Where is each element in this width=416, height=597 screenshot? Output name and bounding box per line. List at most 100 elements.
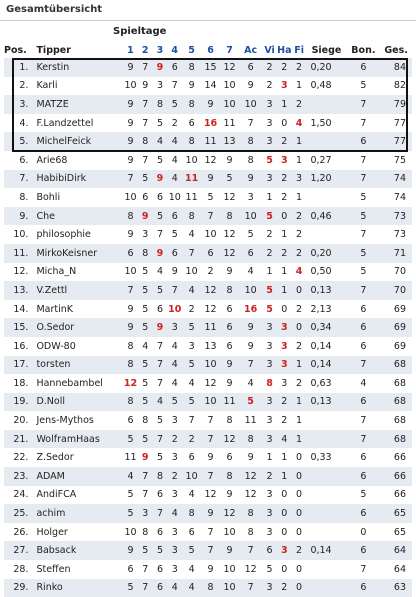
row-game-score: 6 <box>262 541 277 561</box>
row-game-score: 2 <box>291 95 307 114</box>
row-game-score: 2 <box>291 374 307 393</box>
row-tipper-name: ADAM <box>32 467 124 486</box>
row-game-score: 8 <box>123 355 138 375</box>
row-total: 68 <box>380 392 412 412</box>
row-game-score: 9 <box>220 150 240 170</box>
row-game-score: 2 <box>262 76 277 96</box>
row-game-score: 6 <box>182 113 202 133</box>
row-game-score: 6 <box>182 522 202 542</box>
row-game-score: 4 <box>137 336 153 356</box>
row-game-score: 3 <box>262 355 277 375</box>
row-game-score: 8 <box>182 132 202 151</box>
row-game-score: 3 <box>262 169 277 189</box>
row-game-score: 10 <box>167 299 183 319</box>
row-siege: 0,20 <box>306 243 347 263</box>
row-game-score: 6 <box>220 299 240 319</box>
row-total: 64 <box>380 560 412 579</box>
row-game-score: 12 <box>220 58 240 77</box>
row-bonus: 7 <box>346 429 381 449</box>
row-game-score: 7 <box>182 411 202 430</box>
row-game-score: 4 <box>167 132 183 151</box>
row-bonus: 7 <box>346 95 381 114</box>
row-bonus: 6 <box>346 318 381 337</box>
row-game-score: 8 <box>137 411 153 430</box>
row-game-score: 0 <box>291 448 307 468</box>
row-siege: 2,13 <box>306 299 347 319</box>
row-game-score: 11 <box>220 392 240 412</box>
row-game-score: 11 <box>182 188 202 207</box>
row-game-score: 10 <box>220 578 240 597</box>
row-bonus: 6 <box>346 504 381 523</box>
row-game-score: 3 <box>276 76 292 96</box>
row-position: 23. <box>4 467 33 486</box>
row-bonus: 7 <box>346 225 381 244</box>
row-game-score: 7 <box>137 467 153 486</box>
col-header-ac: Ac <box>244 44 258 56</box>
row-game-score: 7 <box>152 355 168 375</box>
row-game-score: 13 <box>201 336 221 356</box>
row-game-score: 1 <box>291 150 307 170</box>
row-total: 73 <box>380 206 412 226</box>
row-position: 2. <box>4 76 33 96</box>
row-bonus: 7 <box>346 560 381 579</box>
row-total: 73 <box>380 225 412 244</box>
row-game-score: 8 <box>220 281 240 300</box>
row-game-score: 5 <box>152 206 168 226</box>
row-game-score: 3 <box>182 336 202 356</box>
row-game-score: 9 <box>123 132 138 151</box>
row-game-score: 5 <box>152 411 168 430</box>
table-body: 1. Kerstin 9 7 9 6 8 15 12 6 2 2 2 0,20 6 84 2. Karli 10 9 3… <box>4 58 412 597</box>
row-game-score: 2 <box>262 225 277 244</box>
row-game-score: 7 <box>137 95 153 114</box>
row-bonus: 5 <box>346 485 381 505</box>
row-total: 70 <box>380 281 412 300</box>
row-game-score: 9 <box>123 150 138 170</box>
row-position: 1. <box>4 58 33 77</box>
col-header-tipper: Tipper <box>36 44 71 56</box>
row-bonus: 7 <box>346 281 381 300</box>
row-game-score: 8 <box>220 411 240 430</box>
row-game-score: 5 <box>220 169 240 189</box>
row-position: 5. <box>4 132 33 151</box>
row-position: 13. <box>4 281 33 300</box>
row-game-score: 7 <box>152 374 168 393</box>
row-game-score: 5 <box>137 541 153 561</box>
row-tipper-name: Bohli <box>32 188 124 207</box>
row-game-score: 2 <box>291 336 307 356</box>
row-game-score: 9 <box>201 95 221 114</box>
row-game-score: 3 <box>167 541 183 561</box>
row-game-score: 11 <box>220 113 240 133</box>
row-siege <box>306 132 347 151</box>
row-game-score: 0 <box>276 299 292 319</box>
row-game-score: 7 <box>137 113 153 133</box>
row-total: 79 <box>380 95 412 114</box>
row-position: 24. <box>4 485 33 505</box>
row-position: 21. <box>4 429 33 449</box>
row-game-score: 8 <box>262 374 277 393</box>
row-game-score: 4 <box>291 262 307 282</box>
table-header-row: Pos. Tipper 1 2 3 4 5 6 7 Ac Vi Ha Fi Si… <box>4 42 412 58</box>
row-bonus: 6 <box>346 58 381 77</box>
row-game-score: 0 <box>291 560 307 579</box>
row-game-score: 9 <box>239 336 263 356</box>
row-game-score: 5 <box>123 485 138 505</box>
table-row: 17. torsten 8 5 7 4 5 10 9 7 3 3 1 0,14 7 68 <box>4 355 412 375</box>
row-game-score: 6 <box>152 485 168 505</box>
table-row: 1. Kerstin 9 7 9 6 8 15 12 6 2 2 2 0,20 6 84 <box>4 58 412 77</box>
row-game-score: 7 <box>201 522 221 542</box>
row-game-score: 7 <box>239 541 263 561</box>
col-header-game-2: 2 <box>141 44 149 56</box>
row-game-score: 4 <box>152 132 168 151</box>
row-siege: 1,50 <box>306 113 347 133</box>
row-game-score: 3 <box>167 522 183 542</box>
row-game-score: 8 <box>123 206 138 226</box>
row-game-score: 3 <box>262 411 277 430</box>
row-game-score: 1 <box>276 95 292 114</box>
row-game-score: 6 <box>239 58 263 77</box>
table-row: 2. Karli 10 9 3 7 9 14 10 9 2 3 1 0,48 5 82 <box>4 76 412 96</box>
row-game-score: 4 <box>167 374 183 393</box>
row-total: 74 <box>380 169 412 189</box>
row-game-score: 2 <box>182 299 202 319</box>
row-game-score: 5 <box>167 225 183 244</box>
row-game-score: 9 <box>123 225 138 244</box>
